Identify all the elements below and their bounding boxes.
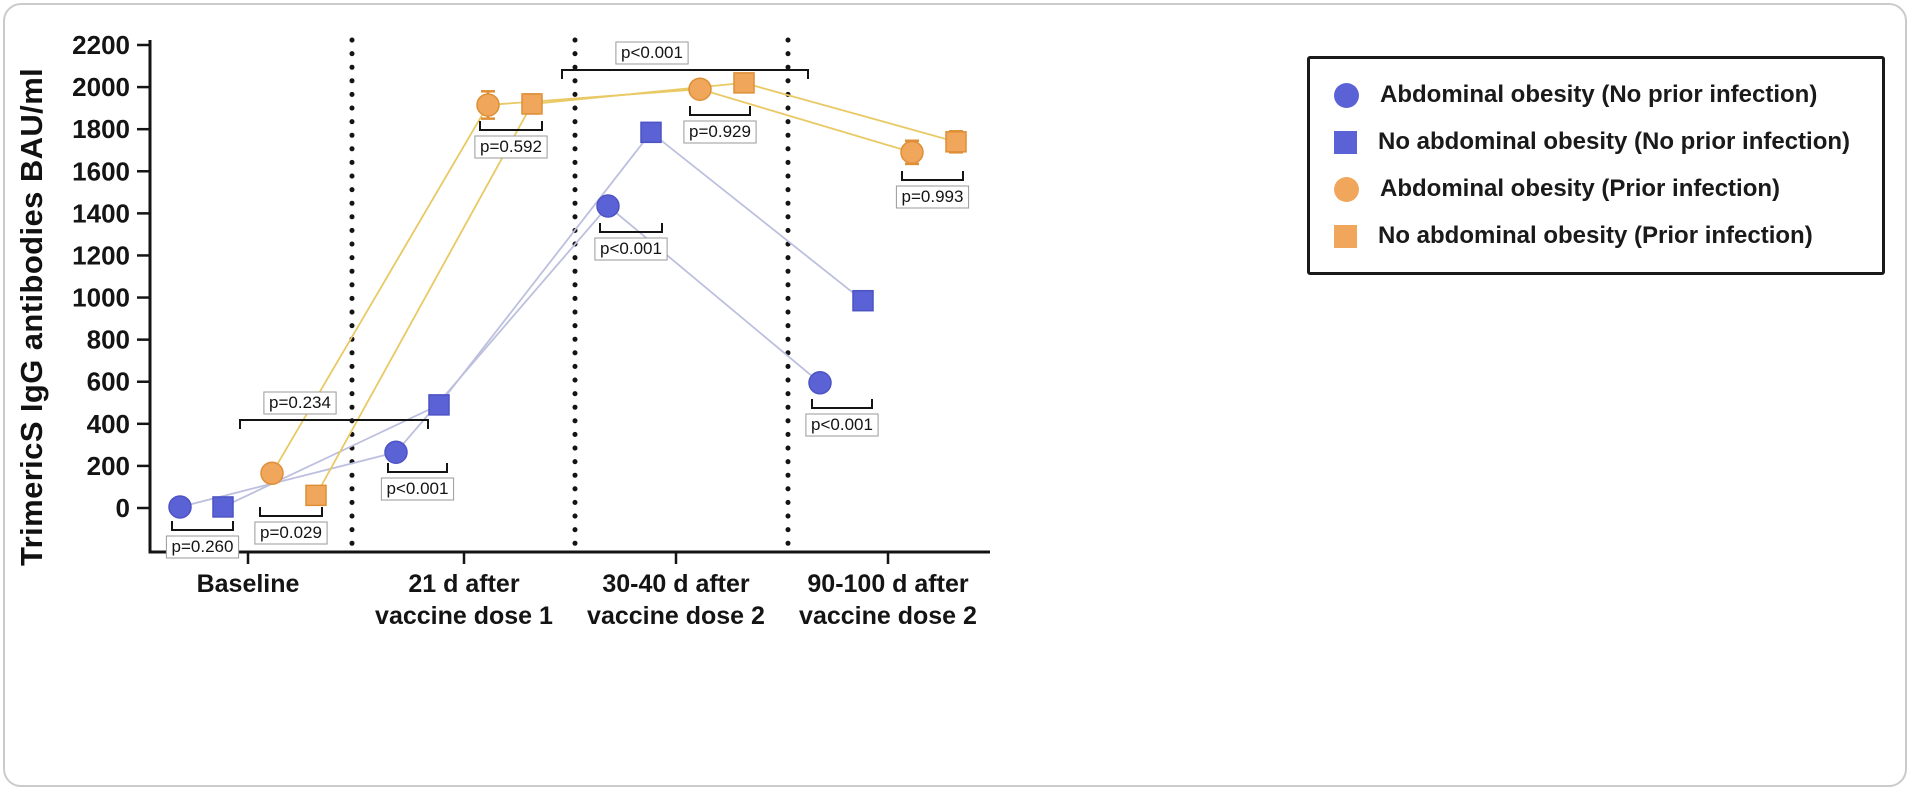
p-value-label: p=0.234	[269, 393, 331, 412]
p-value-label: p=0.260	[172, 537, 234, 556]
legend-item-2: Abdominal obesity (Prior infection)	[1334, 175, 1858, 203]
x-category-label: 30-40 d after vaccine dose 2	[587, 570, 765, 630]
data-point-circle	[688, 77, 712, 101]
p-value-label: p<0.001	[811, 415, 873, 434]
data-point-circle	[476, 93, 500, 117]
p-value-box	[594, 237, 668, 261]
y-tick-label: 600	[87, 367, 130, 397]
p-value-box	[254, 521, 328, 545]
legend-label: Abdominal obesity (Prior infection)	[1380, 175, 1781, 202]
data-point-circle	[260, 461, 284, 486]
data-point-circle	[596, 194, 620, 218]
y-tick-label: 1000	[72, 283, 130, 313]
y-tick-label: 1200	[72, 240, 130, 270]
significance-bracket	[171, 521, 234, 531]
y-tick-label: 1400	[72, 198, 130, 228]
data-point-square	[640, 121, 662, 144]
p-value-box	[474, 135, 548, 159]
p-value-label: p<0.001	[621, 43, 683, 62]
p-value-label: p<0.001	[387, 479, 449, 498]
significance-bracket	[689, 106, 751, 116]
data-point-circle	[808, 371, 832, 395]
legend-label: No abdominal obesity (No prior infection…	[1378, 128, 1851, 155]
p-value-box	[165, 535, 240, 559]
square-marker-icon	[1334, 130, 1357, 154]
series-line	[222, 131, 864, 508]
significance-bracket	[561, 69, 809, 79]
p-value-label: p<0.001	[600, 239, 662, 258]
p-value-box	[263, 391, 337, 415]
p-value-box	[805, 413, 879, 437]
legend-label: No abdominal obesity (Prior infection)	[1378, 222, 1813, 249]
y-tick-label: 200	[87, 451, 130, 481]
legend-item-1: No abdominal obesity (No prior infection…	[1334, 128, 1858, 156]
data-point-square	[945, 131, 967, 153]
significance-bracket	[259, 507, 323, 517]
significance-bracket	[901, 171, 964, 181]
p-value-label: p=0.592	[480, 137, 542, 156]
legend-label: Abdominal obesity (No prior infection)	[1380, 81, 1818, 108]
significance-bracket	[811, 399, 873, 409]
y-tick-label: 1800	[72, 114, 130, 144]
data-point-square	[428, 394, 450, 416]
p-value-box	[895, 185, 970, 209]
p-value-box	[615, 41, 689, 65]
x-category-label: 90-100 d after vaccine dose 2	[799, 570, 977, 630]
series-line	[315, 81, 957, 496]
y-tick-label: 2000	[72, 72, 130, 102]
p-value-box	[683, 120, 757, 144]
significance-bracket	[479, 121, 543, 131]
data-point-circle	[168, 495, 192, 519]
significance-bracket	[239, 419, 429, 429]
legend-item-3: No abdominal obesity (Prior infection)	[1334, 222, 1858, 250]
p-value-box	[380, 477, 455, 501]
p-value-label: p=0.993	[902, 187, 964, 206]
p-value-label: p=0.929	[689, 122, 751, 141]
significance-bracket	[599, 223, 663, 233]
series-line	[179, 204, 821, 508]
legend-item-0: Abdominal obesity (No prior infection)	[1334, 81, 1858, 109]
x-category-label: 21 d after vaccine dose 1	[375, 570, 553, 630]
data-point-square	[212, 496, 234, 518]
circle-marker-icon	[1334, 176, 1359, 202]
circle-marker-icon	[1334, 82, 1359, 108]
data-point-square	[852, 289, 874, 312]
data-point-square	[305, 484, 327, 507]
y-tick-label: 1600	[72, 156, 130, 186]
y-tick-label: 2200	[72, 30, 130, 60]
significance-bracket	[387, 463, 448, 473]
p-value-label: p=0.029	[260, 523, 322, 542]
data-point-circle	[900, 140, 924, 165]
data-point-square	[521, 93, 543, 115]
antibody-line-chart: 0 200 400 600 800 1000 1200 1400 1600 1800 2000 220…	[72, 30, 990, 630]
square-marker-icon	[1334, 224, 1357, 248]
y-tick-label: 400	[87, 409, 130, 439]
y-tick-label: 0	[116, 493, 130, 523]
chart-legend: Abdominal obesity (No prior infection) No…	[1307, 56, 1885, 275]
y-tick-label: 800	[87, 325, 130, 355]
data-point-square	[733, 72, 755, 94]
x-category-label: Baseline	[197, 570, 300, 598]
data-point-circle	[384, 440, 408, 464]
